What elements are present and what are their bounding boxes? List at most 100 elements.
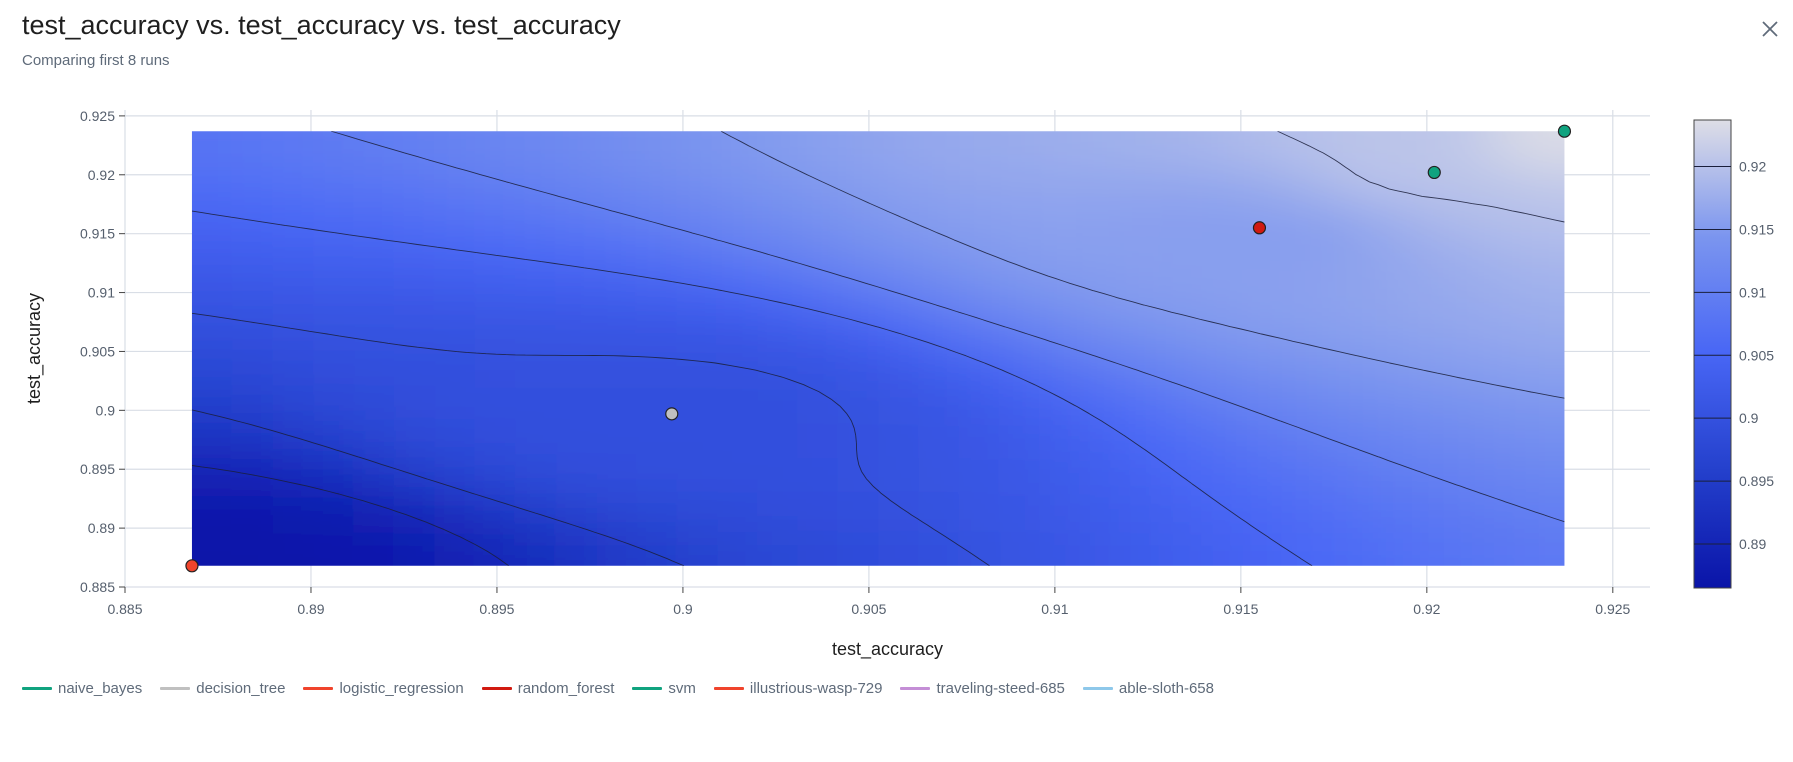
heat-cell [474,312,516,350]
heat-cell [313,348,355,386]
heat-cell [1524,384,1565,422]
heat-cell [1645,59,1686,96]
heat-cell [1120,167,1162,205]
heat-cell [716,131,759,169]
heat-cell [1160,167,1203,205]
heat-cell [595,239,637,278]
heat-cell [111,276,152,313]
heat-cell [676,131,718,133]
heat-cell [1120,457,1162,495]
close-button[interactable] [1755,14,1785,44]
heat-cell [232,529,274,566]
heat-cell [1241,529,1283,566]
heat-cell [1281,565,1324,566]
heat-cell [716,565,759,566]
x-tick-label: 0.91 [1041,601,1068,617]
heat-cell [1322,239,1364,278]
heat-cell [1645,95,1686,132]
heat-cell [353,23,394,60]
heat-cell [1241,493,1283,531]
legend-item[interactable]: random_forest [481,680,614,697]
heat-cell [595,348,637,386]
heat-cell [1039,239,1082,278]
heat-cell [111,312,152,349]
heat-cell [1201,203,1243,241]
heat-cell [434,59,475,96]
heat-cell [635,167,678,205]
y-tick-label: 0.92 [88,167,115,183]
heat-cell [353,348,395,386]
y-tick-label: 0.89 [88,520,115,536]
heat-cell [797,23,838,60]
heat-cell [1605,95,1646,132]
heat-cell [1241,131,1283,133]
contour-line [191,312,990,566]
heat-cell [1524,167,1565,205]
heat-cell [1161,602,1202,639]
heat-cell [1080,493,1122,531]
run-point[interactable] [1252,221,1267,235]
heat-cell [232,203,274,241]
heat-cell [1242,23,1283,60]
run-point[interactable] [665,407,679,421]
legend-item[interactable]: logistic_regression [303,680,464,697]
heat-cell [191,131,234,169]
heat-cell [313,131,355,169]
heat-cell [1281,529,1324,566]
heat-cell [958,167,1001,205]
heat-cell [757,420,799,459]
heat-cell [636,23,677,60]
heat-cell [71,23,112,60]
legend-item[interactable]: decision_tree [160,680,285,697]
heat-cell [1080,203,1122,241]
heat-cell [1443,23,1484,60]
heat-cell [232,457,274,495]
heat-cell [191,348,193,386]
heat-cell [878,276,920,314]
heat-cell [1524,602,1565,639]
heat-cell [1645,240,1686,277]
heat-cell [555,312,597,350]
heat-cell [837,312,880,350]
run-point[interactable] [1427,165,1441,180]
heat-cell [1402,276,1445,314]
heat-cell [1645,349,1686,386]
heat-cell [757,203,799,241]
legend-item[interactable]: able-sloth-658 [1082,680,1214,697]
heat-cell [1605,638,1646,675]
heat-cell [1120,493,1162,531]
heat-cell [1564,565,1565,566]
heat-cell [555,131,597,169]
legend-item[interactable]: svm [632,680,696,697]
heat-cell [918,565,960,566]
heat-cell [1120,312,1162,350]
heat-cell [272,131,315,169]
heat-cell [1645,457,1686,494]
heat-cell [1322,565,1364,566]
heat-cell [1605,566,1646,603]
heat-cell [191,239,193,278]
heat-cell [393,493,436,531]
heat-cell [1161,59,1202,96]
run-point[interactable] [1557,124,1572,138]
heat-cell [1160,348,1203,386]
colorbar-tick-label: 0.905 [1739,347,1774,363]
heat-cell [797,131,839,133]
heat-cell [71,602,112,639]
heat-cell [191,239,234,278]
run-points[interactable] [185,124,1572,573]
contour-plot[interactable]: 0.885 0.89 0.895 0.9 0.905 0.91 0.915 0.92 0.925… [0,0,1793,680]
run-point[interactable] [185,559,199,573]
heat-cell [1605,312,1646,349]
legend-item[interactable]: naive_bayes [22,680,142,697]
heat-cell [1241,239,1283,278]
legend-item[interactable]: illustrious-wasp-729 [713,680,882,697]
heat-cell [1443,276,1485,314]
heat-cell [111,204,152,241]
heat-cell [1443,493,1485,531]
x-tick-label: 0.895 [479,601,514,617]
heat-cell [191,420,234,459]
heat-cell [676,493,718,531]
legend-item[interactable]: traveling-steed-685 [900,680,1065,697]
heat-cell [596,23,637,60]
